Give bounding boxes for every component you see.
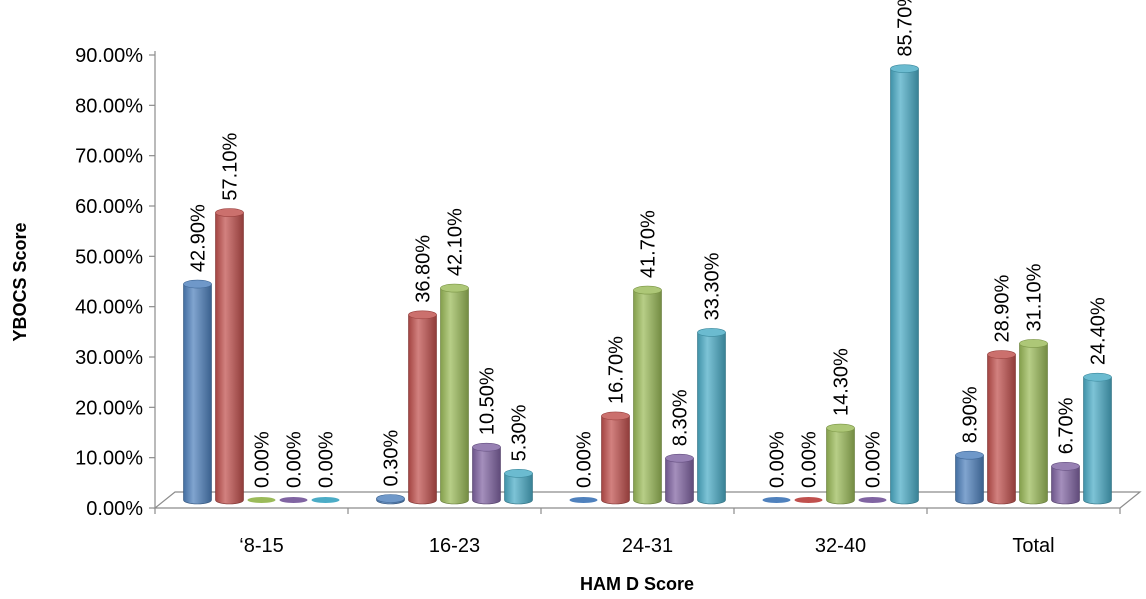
y-tick-label: 70.00% [75,146,143,168]
data-label: 57.10% [220,133,242,201]
bar [633,289,662,505]
data-label: 0.00% [767,431,789,488]
bar [569,497,598,503]
bar-top [440,283,469,293]
data-label: 24.40% [1088,297,1110,365]
bar [987,354,1016,505]
data-label: 85.70% [895,0,917,57]
bar [279,497,308,503]
bar [408,314,437,505]
data-label: 0.00% [863,431,885,488]
bar [1083,376,1112,505]
bar-top [665,453,694,463]
y-tick-label: 10.00% [75,448,143,470]
y-tick-label: 60.00% [75,196,143,218]
bar-top [1051,461,1080,471]
data-label: 31.10% [1024,263,1046,331]
bar [794,497,823,503]
data-label: 42.10% [445,208,467,276]
bar-top [408,310,437,320]
bar [762,497,791,503]
data-label: 8.90% [960,386,982,443]
bar-top [633,285,662,295]
bar-top [376,494,405,503]
bar [183,283,212,505]
y-tick-label: 20.00% [75,397,143,419]
bar [890,68,919,505]
bar [215,212,244,505]
bar-top [890,64,919,73]
bar [955,454,984,505]
bars [183,64,1112,505]
y-tick-label: 80.00% [75,95,143,117]
bar [472,446,501,505]
bar [247,497,276,503]
bar-top [955,450,984,460]
bar [1019,343,1048,505]
data-label: 6.70% [1056,397,1078,454]
bar-top [826,423,855,433]
bar [311,497,340,503]
bar [858,497,887,503]
bar [1051,465,1080,505]
bar-top [987,350,1016,359]
data-label: 0.00% [284,431,306,488]
data-label: 0.00% [252,431,274,488]
data-labels: 42.90% 57.10% 0.00% 0.00% 0.00% 0.30% 36.80% 42… [188,0,1110,488]
y-tick-label: 50.00% [75,246,143,268]
bar [665,457,694,505]
y-tick-label: 40.00% [75,297,143,319]
bar [826,427,855,505]
y-tick-label: 90.00% [75,45,143,67]
axes: 0.00% 10.00% 20.00% 30.00% 40.00% 50.00% 60.00… [75,45,1121,557]
bar-top [504,469,533,478]
y-axis-title: YBOCS Score [10,222,30,341]
data-label: 5.30% [509,404,531,461]
data-label: 41.70% [638,210,660,278]
data-label: 0.00% [574,431,596,488]
data-label: 36.80% [413,235,435,303]
bar-top [601,411,630,421]
data-label: 16.70% [606,336,628,404]
x-tick-label: 16-23 [429,535,480,557]
data-label: 10.50% [477,367,499,435]
data-label: 0.00% [799,431,821,488]
bar-top [183,279,212,289]
bar-top [697,328,726,337]
data-label: 42.90% [188,204,210,272]
data-label: 14.30% [831,348,853,416]
bar-top [1019,339,1048,348]
data-label: 0.00% [316,431,338,488]
x-tick-label: 24-31 [622,535,673,557]
data-label: 0.30% [381,430,403,487]
x-tick-label: ‘8-15 [239,535,283,557]
bar [601,415,630,505]
bar-top [472,442,501,452]
data-label: 28.90% [992,274,1014,342]
x-tick-label: 32-40 [815,535,866,557]
x-tick-label: Total [1012,535,1054,557]
bar [504,473,533,505]
data-label: 8.30% [670,389,692,446]
y-tick-label: 30.00% [75,347,143,369]
x-axis-title: HAM D Score [580,574,694,594]
y-tick-label: 0.00% [86,498,143,520]
data-label: 33.30% [702,252,724,320]
bar [697,332,726,505]
bar [440,287,469,505]
bar-top [1083,372,1112,382]
bar-top [215,208,244,217]
